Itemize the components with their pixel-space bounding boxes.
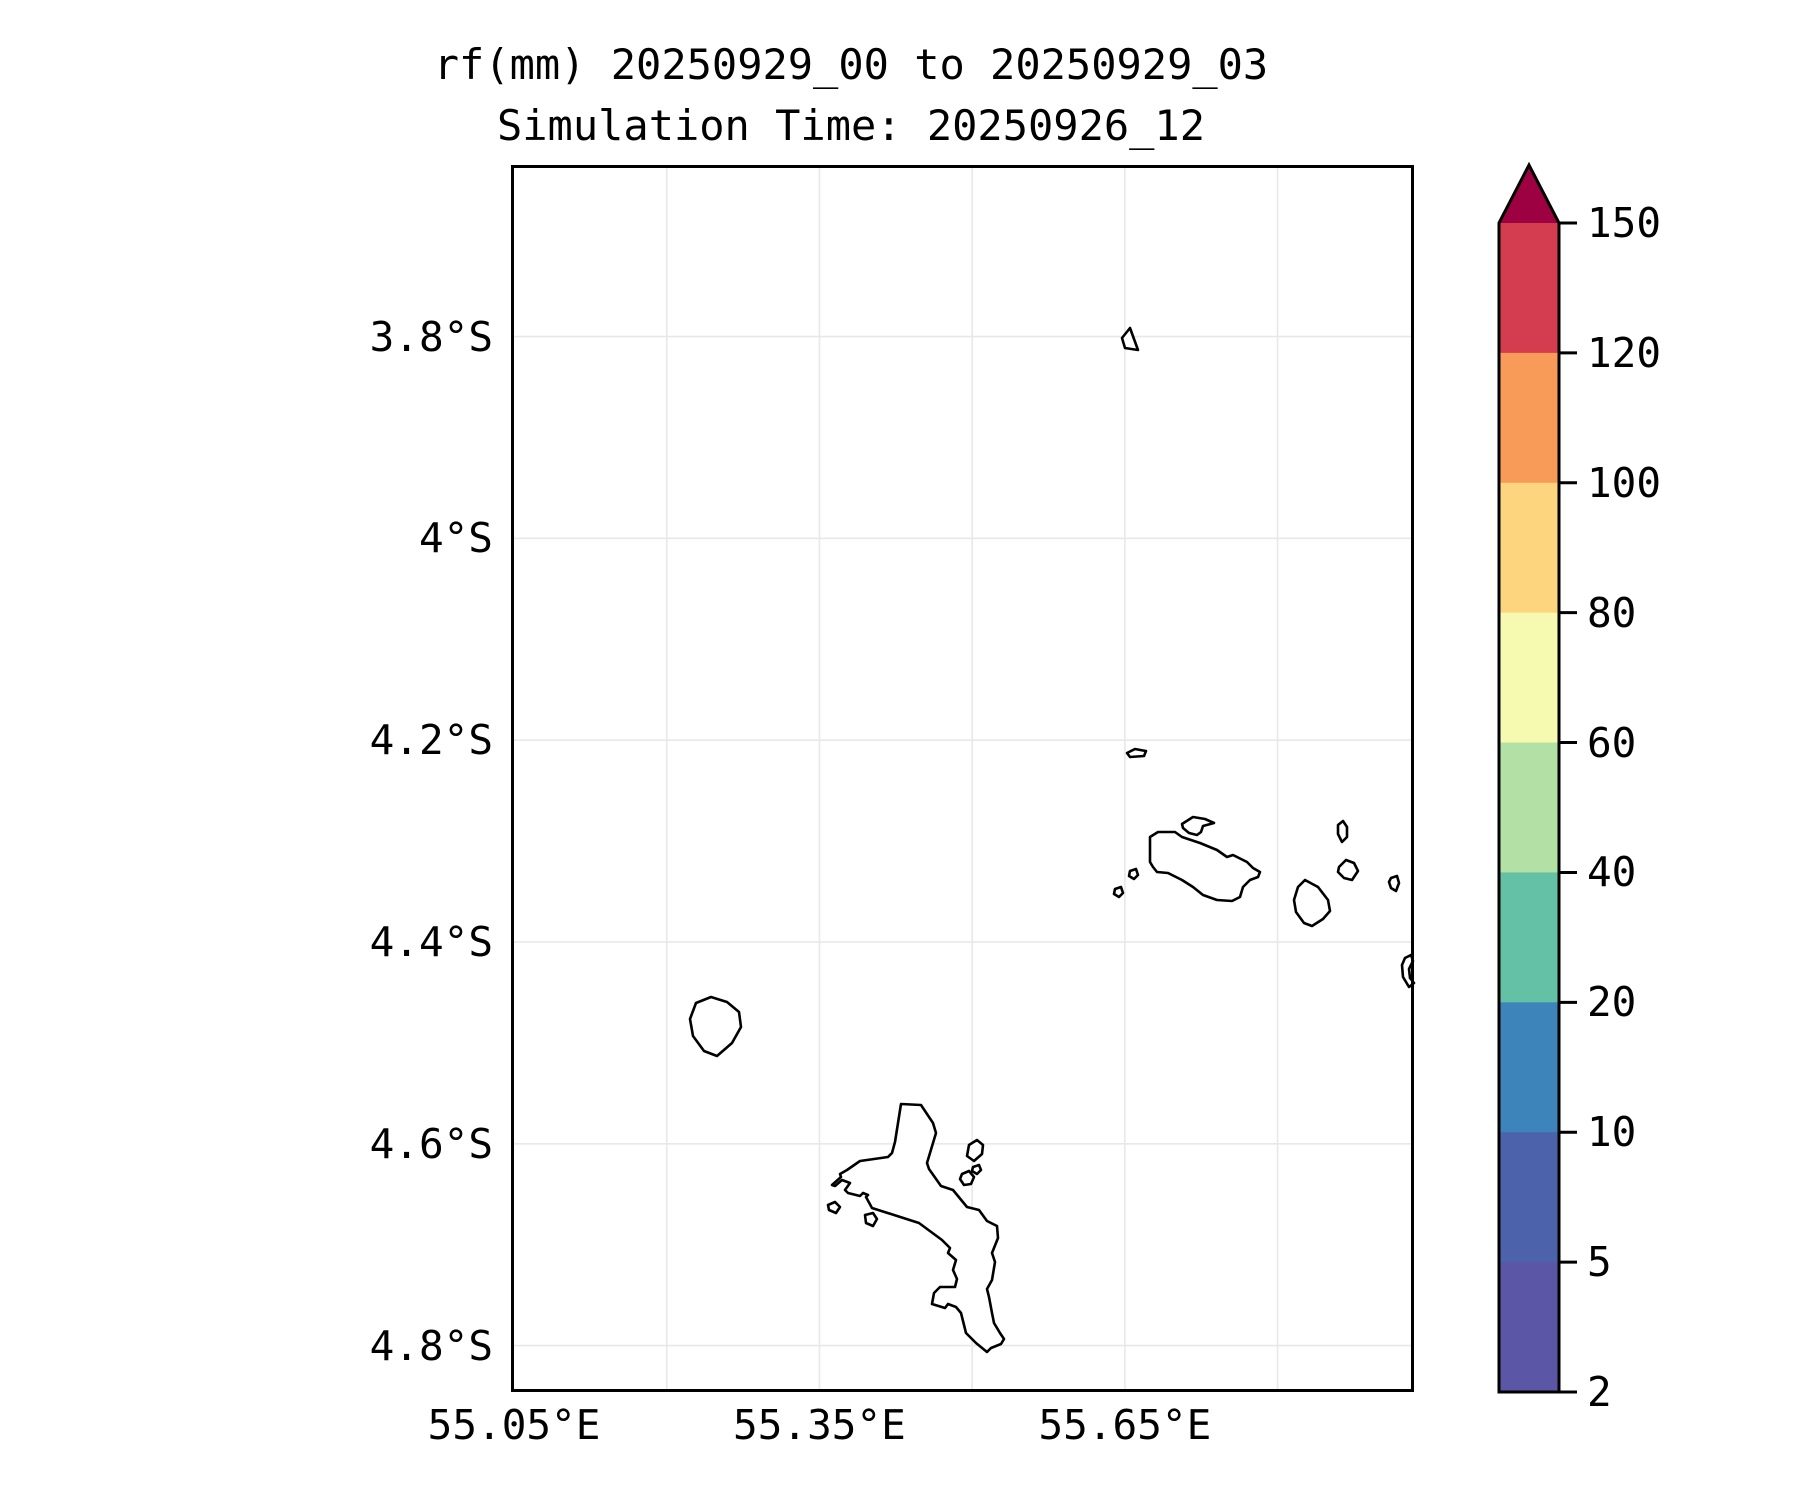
colorbar-segment bbox=[1499, 1002, 1559, 1133]
plot-title-line2: Simulation Time: 20250926_12 bbox=[496, 101, 1205, 150]
coastline-la-digue-island bbox=[1292, 878, 1332, 928]
colorbar-segment bbox=[1499, 352, 1559, 484]
colorbar-tick-label: 80 bbox=[1587, 588, 1637, 637]
y-tick-label: 4°S bbox=[418, 514, 493, 563]
colorbar-segment bbox=[1499, 612, 1559, 744]
colorbar-tick-label: 100 bbox=[1587, 458, 1662, 507]
y-tick-label: 4.6°S bbox=[369, 1119, 493, 1168]
coastline-cerf-islet bbox=[970, 1163, 983, 1176]
y-tick-label: 4.4°S bbox=[369, 917, 493, 966]
colorbar-tick-label: 40 bbox=[1587, 848, 1637, 897]
map-plot bbox=[511, 165, 1416, 1392]
x-tick-label: 55.35°E bbox=[733, 1401, 906, 1449]
coastline-curieuse-island bbox=[1180, 815, 1216, 837]
x-tick-label: 55.05°E bbox=[427, 1401, 601, 1449]
y-tick-label: 4.8°S bbox=[369, 1321, 493, 1370]
colorbar-tick-label: 150 bbox=[1587, 199, 1662, 247]
colorbar-over-arrow bbox=[1499, 165, 1559, 223]
coastline-therese-island bbox=[826, 1200, 842, 1215]
coastline-mahe-island bbox=[830, 1102, 1006, 1354]
coastline-cousine-island bbox=[1112, 885, 1125, 899]
map-frame bbox=[511, 165, 1414, 1392]
coastline-felicite-island bbox=[1336, 858, 1360, 882]
coastline-silhouette-island bbox=[688, 995, 743, 1058]
colorbar-segment bbox=[1499, 1132, 1559, 1263]
y-tick-label: 3.8°S bbox=[369, 312, 493, 361]
coastline-marianne-island bbox=[1387, 874, 1401, 893]
colorbar bbox=[1497, 161, 1577, 1394]
colorbar-tick-label: 60 bbox=[1587, 718, 1637, 767]
colorbar-segment bbox=[1499, 872, 1559, 1003]
plot-title: rf(mm) 20250929_00 to 20250929_03 Simula… bbox=[431, 34, 1271, 156]
y-tick-label: 4.2°S bbox=[369, 716, 493, 765]
coastline-conception-island bbox=[863, 1211, 879, 1228]
coastline-grande-soeur-island bbox=[1336, 819, 1349, 844]
plot-title-line1: rf(mm) 20250929_00 to 20250929_03 bbox=[433, 40, 1269, 89]
colorbar-tick-label: 10 bbox=[1587, 1108, 1637, 1157]
coastline-cousin-island bbox=[1127, 867, 1140, 881]
x-tick-label: 55.65°E bbox=[1038, 1401, 1212, 1449]
coastline-st-anne-island bbox=[965, 1138, 985, 1163]
colorbar-segment bbox=[1499, 1262, 1559, 1393]
colorbar-segment bbox=[1499, 742, 1559, 873]
colorbar-tick-label: 5 bbox=[1587, 1238, 1612, 1287]
colorbar-tick-label: 20 bbox=[1587, 978, 1637, 1027]
coastline-cerf-island bbox=[958, 1169, 976, 1187]
colorbar-tick-label: 120 bbox=[1587, 328, 1662, 377]
colorbar-segment bbox=[1499, 223, 1559, 354]
coastline-aride-island bbox=[1125, 747, 1148, 759]
colorbar-outline bbox=[1497, 161, 1561, 1394]
colorbar-tick-label: 2 bbox=[1587, 1368, 1612, 1416]
coastline-praslin-island bbox=[1148, 830, 1262, 903]
coastline-denis-island bbox=[1120, 326, 1140, 352]
colorbar-segment bbox=[1499, 482, 1559, 614]
